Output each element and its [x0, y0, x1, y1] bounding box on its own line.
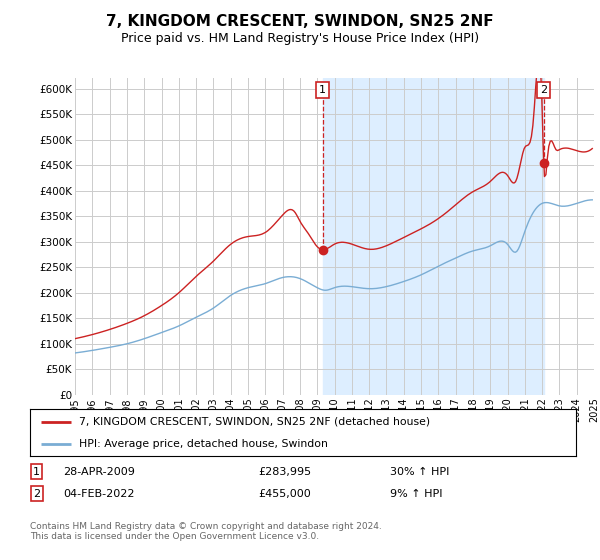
Text: £283,995: £283,995 [258, 466, 311, 477]
Text: 9% ↑ HPI: 9% ↑ HPI [390, 489, 443, 499]
Text: 04-FEB-2022: 04-FEB-2022 [63, 489, 134, 499]
Text: 2: 2 [540, 85, 547, 95]
Text: 7, KINGDOM CRESCENT, SWINDON, SN25 2NF (detached house): 7, KINGDOM CRESCENT, SWINDON, SN25 2NF (… [79, 417, 430, 427]
Text: 2: 2 [33, 489, 40, 499]
Text: 1: 1 [33, 466, 40, 477]
Text: 28-APR-2009: 28-APR-2009 [63, 466, 135, 477]
Text: 1: 1 [319, 85, 326, 95]
Text: HPI: Average price, detached house, Swindon: HPI: Average price, detached house, Swin… [79, 438, 328, 449]
Text: 7, KINGDOM CRESCENT, SWINDON, SN25 2NF: 7, KINGDOM CRESCENT, SWINDON, SN25 2NF [106, 14, 494, 29]
Bar [323, 78, 544, 395]
Text: Contains HM Land Registry data © Crown copyright and database right 2024.
This d: Contains HM Land Registry data © Crown c… [30, 522, 382, 542]
Text: Price paid vs. HM Land Registry's House Price Index (HPI): Price paid vs. HM Land Registry's House … [121, 32, 479, 45]
Text: 30% ↑ HPI: 30% ↑ HPI [390, 466, 449, 477]
Text: £455,000: £455,000 [258, 489, 311, 499]
